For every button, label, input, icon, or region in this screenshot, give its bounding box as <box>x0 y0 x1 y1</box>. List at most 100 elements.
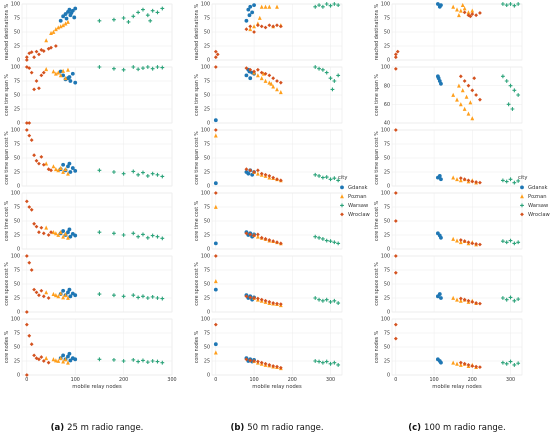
data-point <box>155 234 160 239</box>
data-point <box>24 55 29 60</box>
data-point <box>112 17 116 22</box>
data-point <box>271 364 276 368</box>
series-poznan <box>44 225 70 240</box>
data-point <box>51 69 56 74</box>
plot-area <box>391 66 523 124</box>
data-point <box>24 128 29 132</box>
x-tick-label: 200 <box>288 377 297 383</box>
y-tick-label: 50 <box>14 219 20 225</box>
y-tick-label: 0 <box>207 310 210 316</box>
data-point <box>512 3 517 8</box>
data-point <box>49 45 53 50</box>
y-tick-label: 100 <box>381 254 390 260</box>
y-tick-label: 25 <box>384 170 390 176</box>
data-point <box>41 294 46 299</box>
data-point <box>46 296 51 300</box>
data-point <box>53 27 58 32</box>
data-point <box>248 295 253 300</box>
data-point <box>451 4 456 9</box>
data-point <box>32 221 36 226</box>
data-point <box>66 230 70 235</box>
data-point <box>53 44 58 48</box>
y-axis-label: reached destinations % <box>374 3 380 60</box>
data-point <box>500 239 505 244</box>
data-point <box>131 14 136 19</box>
data-point <box>244 73 249 78</box>
data-point <box>61 68 66 73</box>
y-axis-label: core time cost % <box>4 200 10 241</box>
series-poznan <box>44 356 70 365</box>
data-point <box>336 178 341 183</box>
data-point <box>37 293 41 298</box>
data-point <box>61 23 66 28</box>
series-warsaw <box>97 230 165 241</box>
data-point <box>126 20 131 24</box>
data-point <box>32 87 36 92</box>
data-point <box>27 66 32 71</box>
data-point <box>478 365 482 370</box>
data-point <box>275 4 279 9</box>
series-warsaw <box>500 238 521 246</box>
data-point <box>58 291 63 296</box>
series-gdansk <box>435 74 443 86</box>
series-warsaw <box>97 357 165 365</box>
data-point <box>455 177 459 182</box>
data-point <box>317 297 321 302</box>
data-point <box>73 293 78 298</box>
x-axis-label: mobile relay nodes <box>432 384 482 390</box>
data-point <box>68 294 73 299</box>
data-point <box>328 177 333 182</box>
data-point <box>29 138 34 142</box>
series-poznan <box>44 161 70 176</box>
series-wroclaw <box>213 23 283 60</box>
data-point <box>63 231 68 236</box>
legend-label-wroclaw: Wroclaw <box>528 212 550 218</box>
data-point <box>213 128 218 132</box>
data-point <box>64 16 69 21</box>
x-tick-label: 0 <box>394 377 397 383</box>
data-point <box>393 66 398 71</box>
data-point <box>70 166 75 170</box>
data-point <box>255 67 260 72</box>
x-tick-label: 300 <box>506 377 515 383</box>
series-wroclaw <box>213 254 283 307</box>
data-point <box>275 240 279 245</box>
data-point <box>271 24 276 29</box>
data-point <box>324 175 329 179</box>
data-point <box>32 353 36 358</box>
y-tick-label: 100 <box>11 128 20 134</box>
data-point <box>474 180 479 184</box>
data-point <box>504 3 509 8</box>
data-point <box>213 118 218 123</box>
data-point <box>51 230 56 235</box>
x-tick-label: 100 <box>249 377 258 383</box>
y-tick-label: 50 <box>384 30 390 36</box>
data-point <box>462 239 467 244</box>
y-tick-label: 25 <box>204 296 210 302</box>
data-point <box>46 233 51 237</box>
data-point <box>332 2 337 6</box>
x-tick-label: 300 <box>326 377 335 383</box>
y-tick-label: 75 <box>204 205 210 211</box>
series-wroclaw <box>393 191 482 247</box>
data-point <box>136 295 141 300</box>
series-gdansk <box>435 2 443 9</box>
series-warsaw <box>313 296 341 305</box>
series-wroclaw <box>24 128 53 173</box>
y-tick-label: 50 <box>204 219 210 225</box>
data-point <box>458 298 463 303</box>
y-tick-label: 100 <box>201 317 210 323</box>
y-tick-label: 100 <box>201 65 210 71</box>
data-point <box>141 170 145 175</box>
y-tick-label: 100 <box>381 2 390 8</box>
data-point <box>474 364 479 369</box>
data-point <box>58 24 63 29</box>
series-wroclaw <box>24 65 46 125</box>
data-point <box>458 240 463 245</box>
data-point <box>34 224 39 229</box>
data-point <box>215 52 220 57</box>
y-axis-label: core time span % <box>4 74 10 116</box>
data-point <box>131 231 136 236</box>
